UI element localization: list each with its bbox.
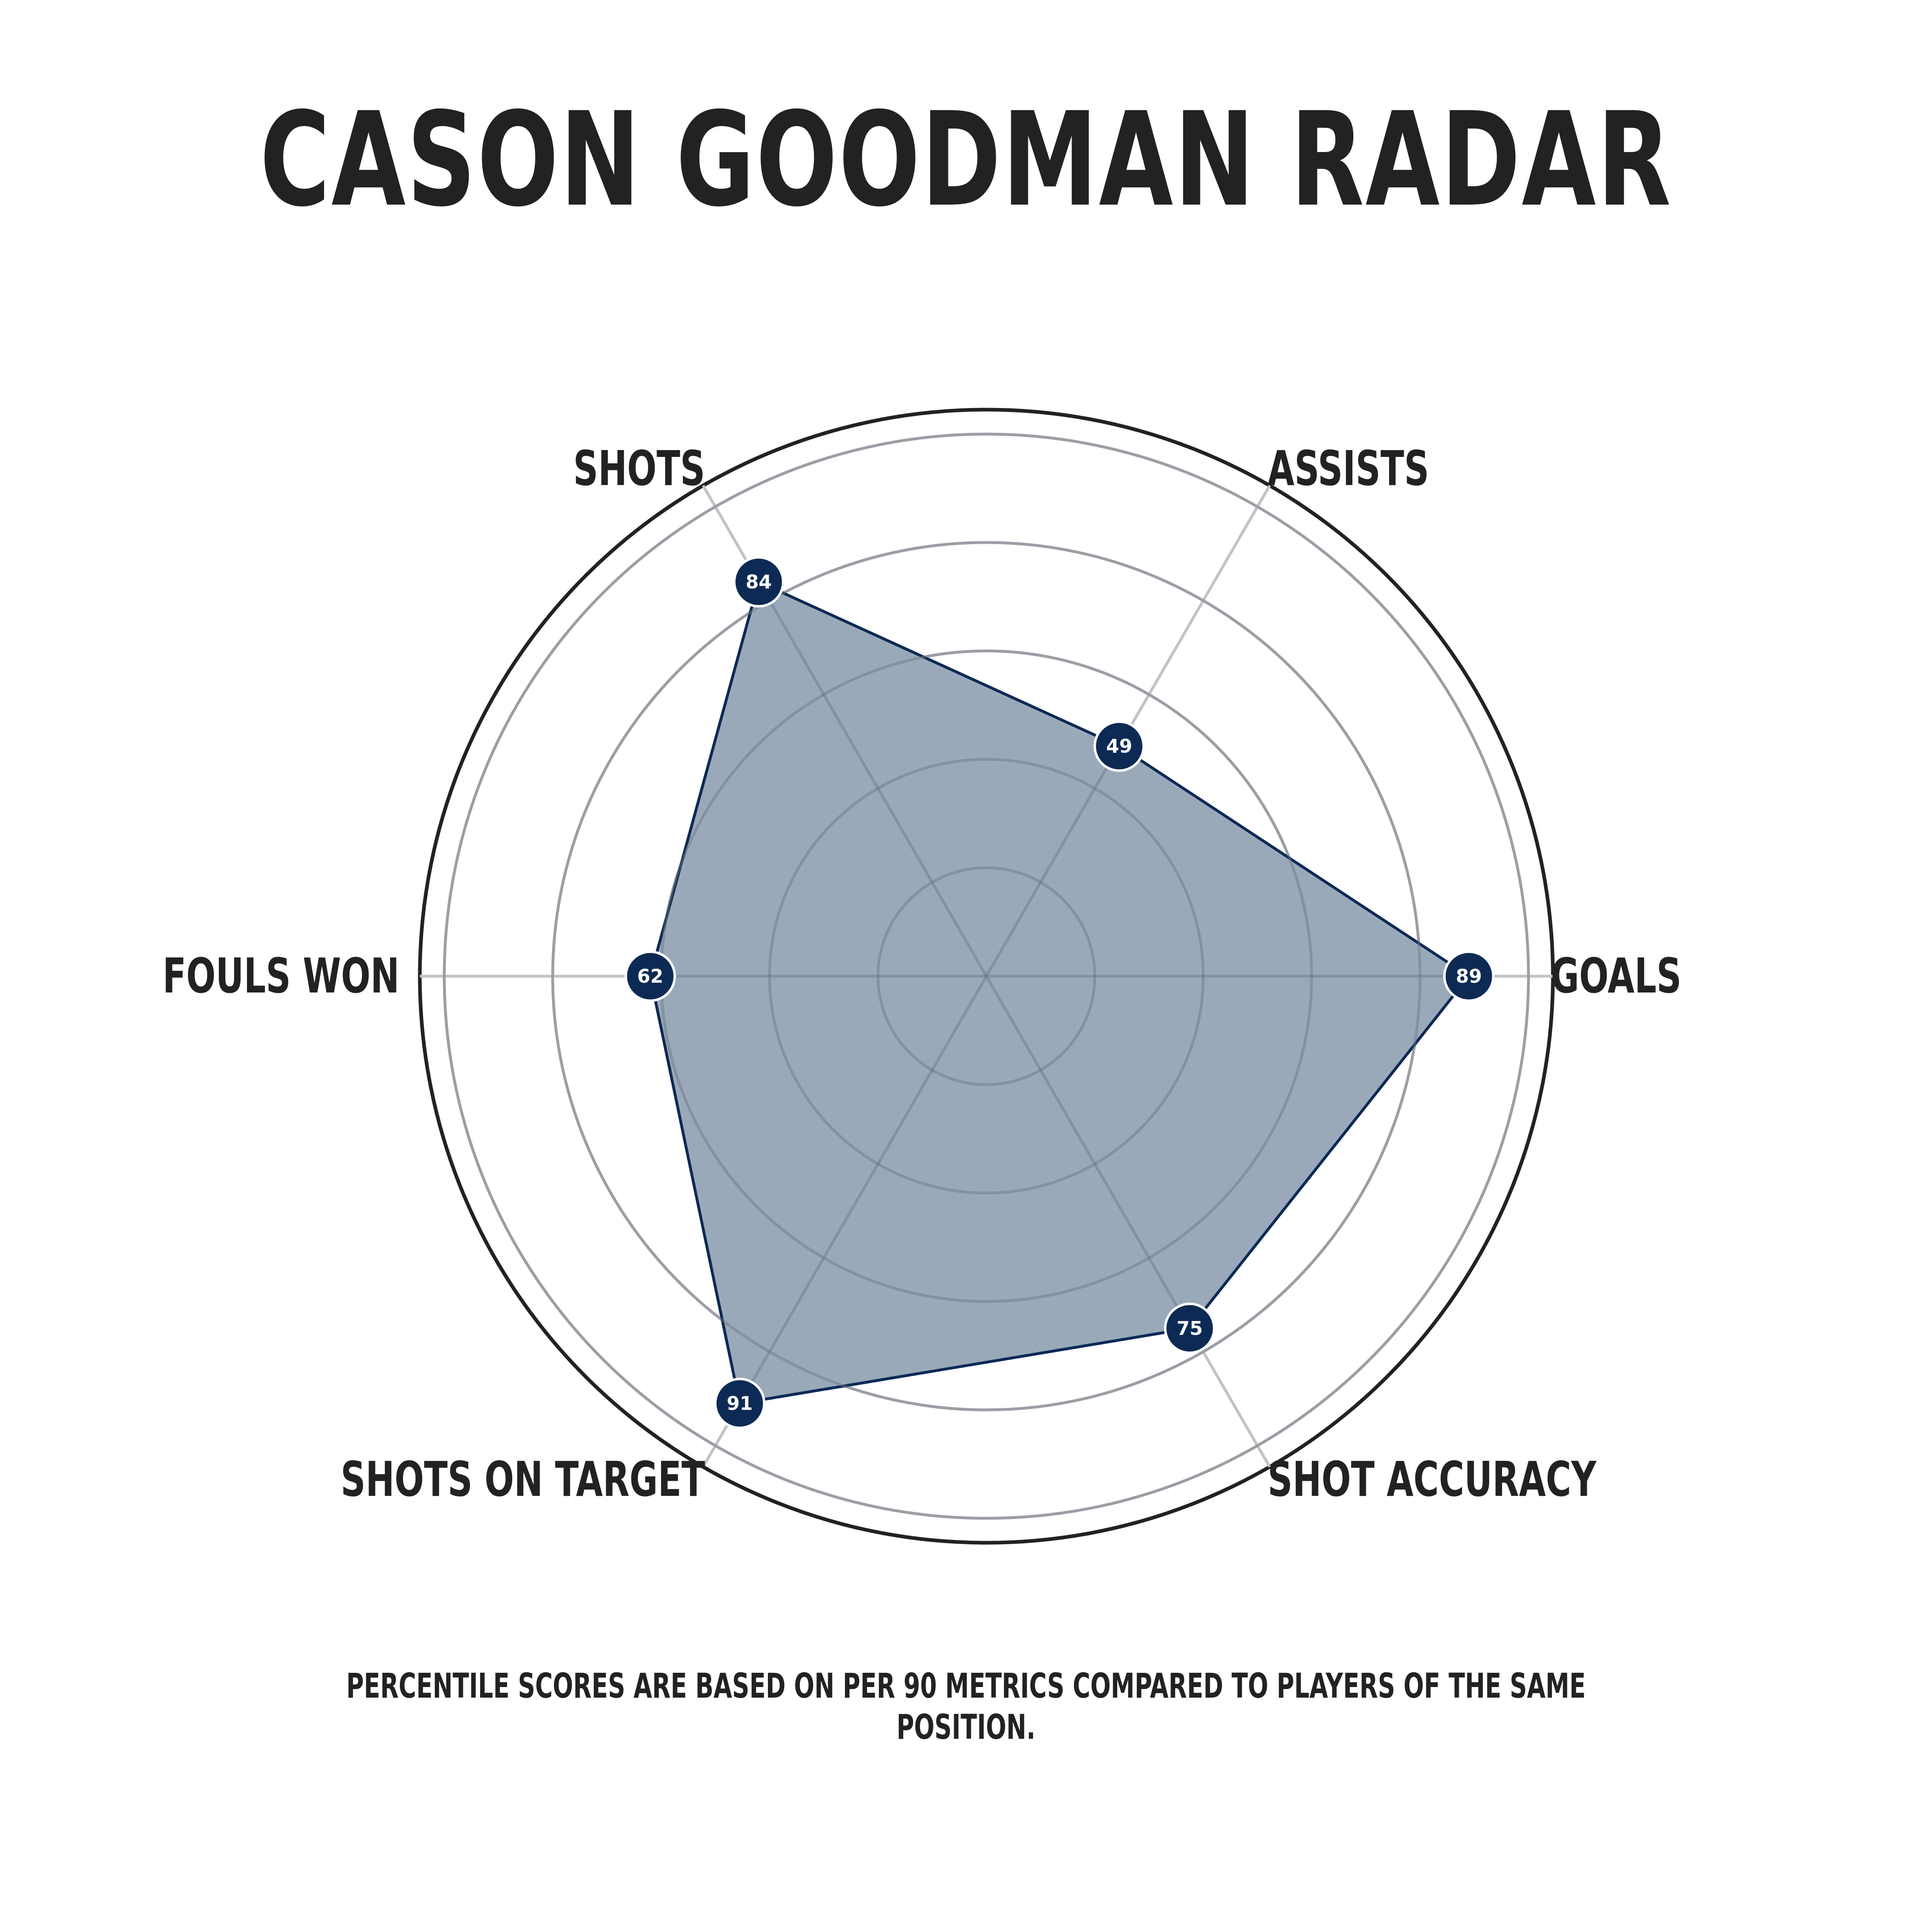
radar-axis-labels: GOALS ASSISTS SHOTS FOULS WON SHOTS ON TARGE… — [163, 441, 1681, 1508]
data-point-assists: 49 — [1093, 720, 1145, 772]
radar-points: 89 49 84 62 91 75 — [624, 556, 1495, 1429]
grid-overlay-ring-20 — [876, 866, 1096, 1086]
axis-label-shots: SHOTS — [573, 441, 705, 497]
data-point-fouls-won: 62 — [624, 951, 676, 1002]
data-point-goals: 89 — [1443, 951, 1495, 1002]
grid-overlay-ring-40 — [768, 758, 1205, 1195]
axis-label-fouls-won: FOULS WON — [163, 948, 399, 1004]
grid-overlay — [443, 432, 1530, 1520]
data-point-value: 84 — [745, 571, 772, 593]
radar-area — [443, 432, 1530, 1520]
data-point-marker — [1093, 720, 1145, 772]
grid-overlay-ring-100 — [443, 432, 1530, 1520]
data-point-shot-accuracy: 75 — [1164, 1302, 1215, 1354]
grid-overlay-ring-80 — [551, 541, 1422, 1412]
data-point-marker — [714, 1378, 765, 1429]
data-point-marker — [624, 951, 676, 1002]
data-point-shots-on-target: 91 — [714, 1378, 765, 1429]
spoke-overlay-5 — [985, 975, 1191, 1329]
axis-label-shots-on-target: SHOTS ON TARGET — [341, 1452, 705, 1508]
data-point-value: 91 — [727, 1392, 753, 1414]
data-point-value: 49 — [1106, 735, 1132, 757]
spoke-overlay-2 — [757, 581, 988, 977]
chart-footnote: PERCENTILE SCORES ARE BASED ON PER 90 ME… — [346, 1666, 1586, 1747]
data-point-marker — [1164, 1302, 1215, 1354]
spoke-overlay-4 — [738, 975, 988, 1404]
data-point-value: 89 — [1456, 965, 1482, 987]
data-point-marker — [1443, 951, 1495, 1002]
axis-label-assists: ASSISTS — [1268, 441, 1429, 497]
data-point-value: 75 — [1177, 1317, 1203, 1339]
axis-label-goals: GOALS — [1551, 948, 1682, 1004]
data-point-shots: 84 — [733, 556, 785, 608]
axis-label-shot-accuracy: SHOT ACCURACY — [1268, 1452, 1597, 1508]
data-point-marker — [733, 556, 785, 608]
data-point-value: 62 — [637, 965, 663, 987]
series-area — [648, 580, 1471, 1405]
spoke-overlay-1 — [985, 745, 1120, 977]
chart-title: CASON GOODMAN RADAR — [260, 84, 1672, 235]
